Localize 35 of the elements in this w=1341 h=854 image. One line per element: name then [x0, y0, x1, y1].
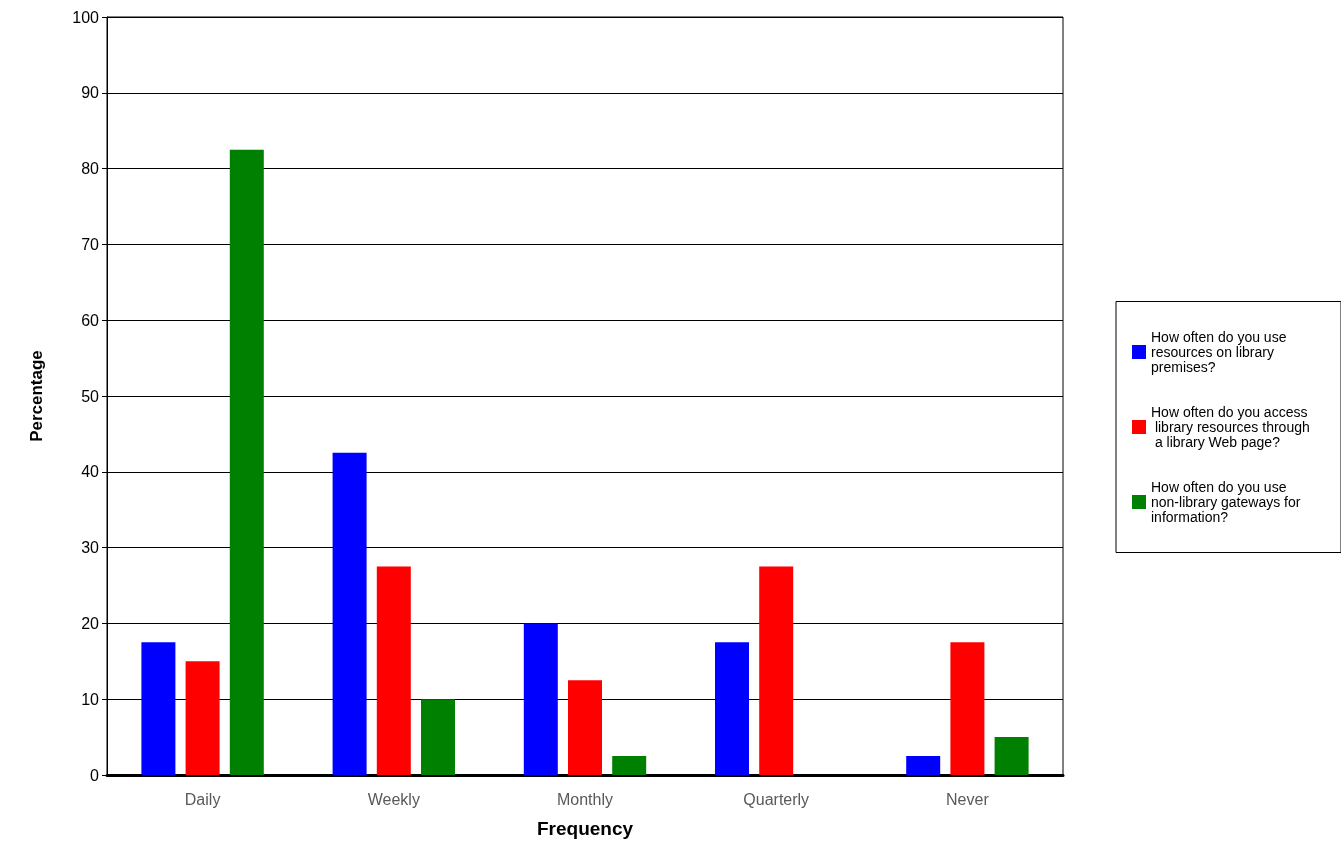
- bar: [994, 737, 1029, 775]
- bar: [141, 642, 176, 775]
- bar: [715, 642, 749, 775]
- bar: [185, 661, 220, 775]
- bar: [332, 452, 367, 775]
- y-tick-label: 20: [81, 614, 100, 632]
- y-tick-label: 40: [81, 463, 100, 481]
- x-tick-label: Quarterly: [743, 790, 810, 808]
- bar: [950, 642, 985, 775]
- bar: [523, 623, 558, 775]
- bar: [759, 566, 794, 775]
- y-tick-label: 80: [81, 160, 100, 178]
- y-tick-label: 70: [81, 235, 100, 253]
- legend-label: How often do you use resources on library premises?: [1151, 329, 1291, 375]
- x-tick-label: Weekly: [367, 790, 420, 808]
- x-tick-label: Never: [946, 790, 990, 808]
- y-axis-title: Percentage: [27, 350, 46, 442]
- y-tick-label: 50: [81, 387, 100, 405]
- x-tick-label: Monthly: [556, 790, 614, 808]
- y-tick-label: 90: [81, 84, 100, 102]
- bar: [376, 566, 411, 775]
- bar: [906, 756, 941, 775]
- x-axis-title: Frequency: [536, 818, 634, 839]
- y-tick-label: 30: [81, 539, 100, 557]
- legend-label: How often do you access library resources through a library Web page?: [1151, 404, 1310, 450]
- legend-label: How often do you use non-library gateways for information?: [1151, 479, 1305, 525]
- y-tick-label: 60: [81, 311, 100, 329]
- y-tick-label: 100: [72, 8, 100, 26]
- bar: [421, 699, 455, 775]
- y-tick-label: 10: [81, 690, 100, 708]
- x-tick-label: Daily: [184, 790, 221, 808]
- bar: [568, 680, 602, 775]
- y-tick-label: 0: [90, 766, 100, 784]
- bar: [229, 149, 264, 775]
- bar: [612, 756, 647, 775]
